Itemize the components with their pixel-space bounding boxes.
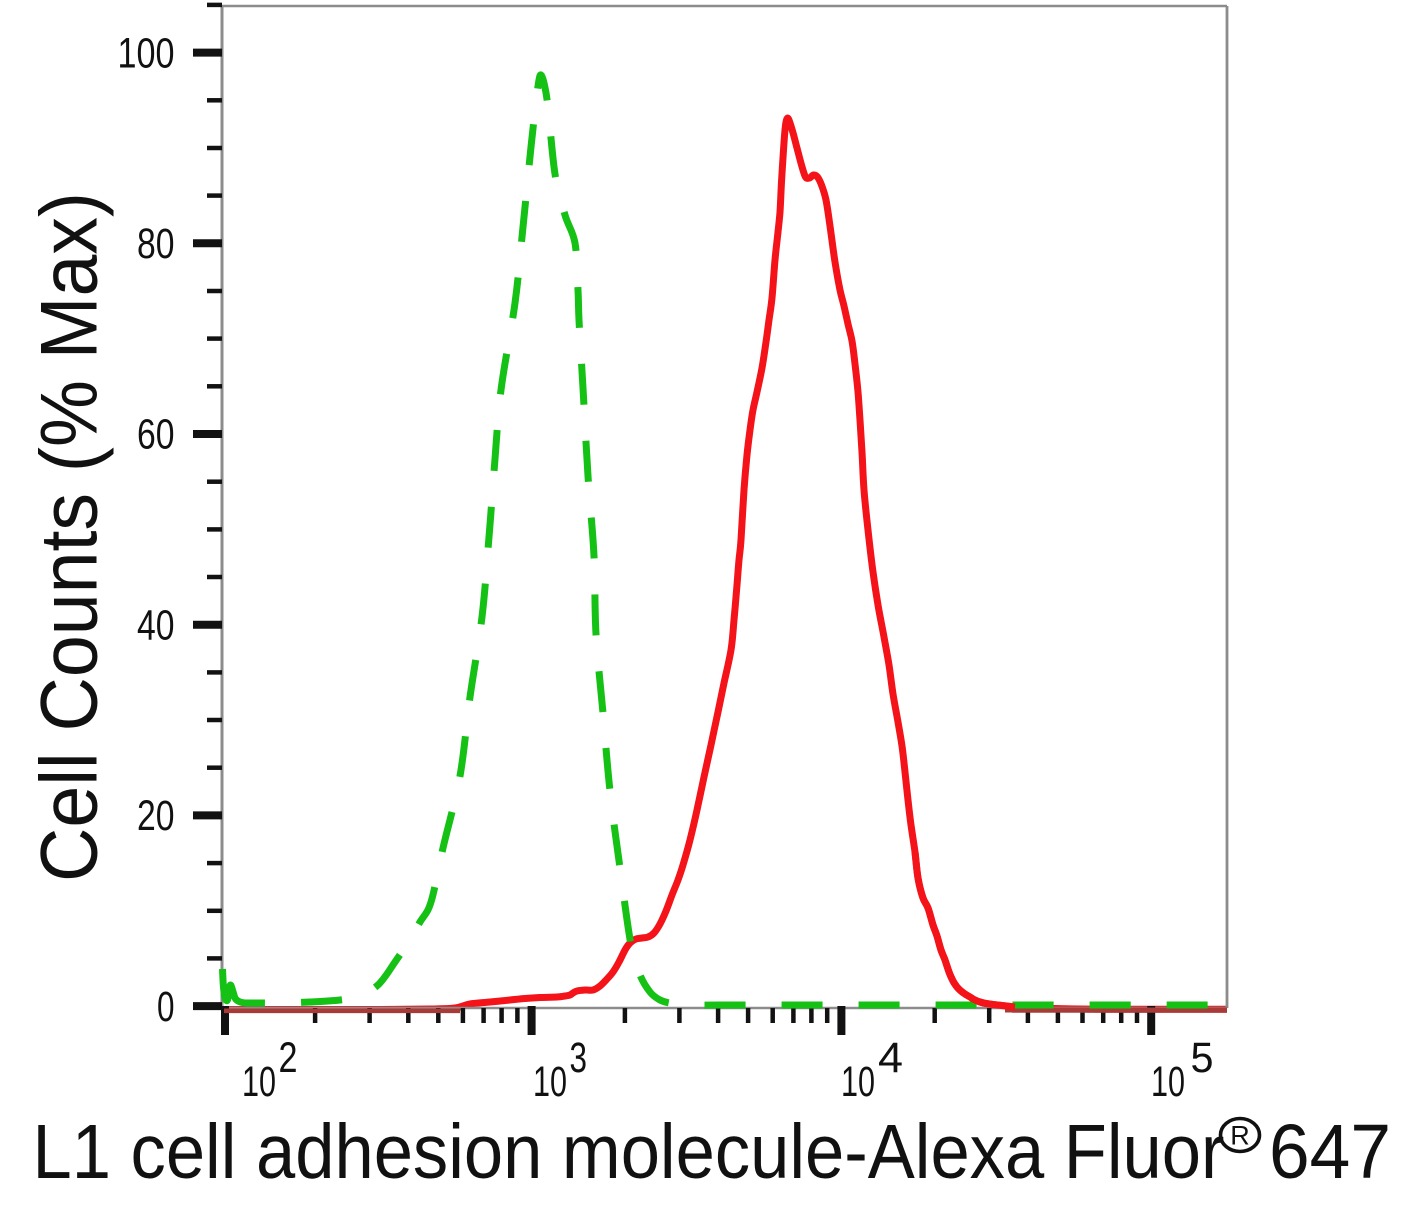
svg-text:Cell Counts (% Max): Cell Counts (% Max)	[25, 192, 115, 882]
svg-text:2: 2	[279, 1034, 298, 1082]
svg-text:80: 80	[137, 220, 175, 268]
svg-text:647: 647	[1269, 1109, 1391, 1195]
svg-text:10: 10	[841, 1058, 875, 1106]
svg-text:0: 0	[157, 983, 175, 1031]
svg-text:20: 20	[137, 792, 175, 840]
svg-text:10: 10	[242, 1058, 276, 1106]
svg-text:L1 cell adhesion molecule-Alex: L1 cell adhesion molecule-Alexa Fluor	[33, 1109, 1225, 1195]
svg-text:5: 5	[1191, 1034, 1214, 1082]
svg-text:4: 4	[878, 1034, 903, 1082]
svg-text:3: 3	[570, 1034, 588, 1082]
svg-text:100: 100	[118, 29, 175, 77]
svg-text:40: 40	[137, 601, 175, 649]
svg-text:60: 60	[137, 411, 175, 459]
svg-text:10: 10	[533, 1058, 567, 1106]
svg-text:10: 10	[1151, 1058, 1185, 1106]
svg-text:R: R	[1230, 1121, 1250, 1151]
